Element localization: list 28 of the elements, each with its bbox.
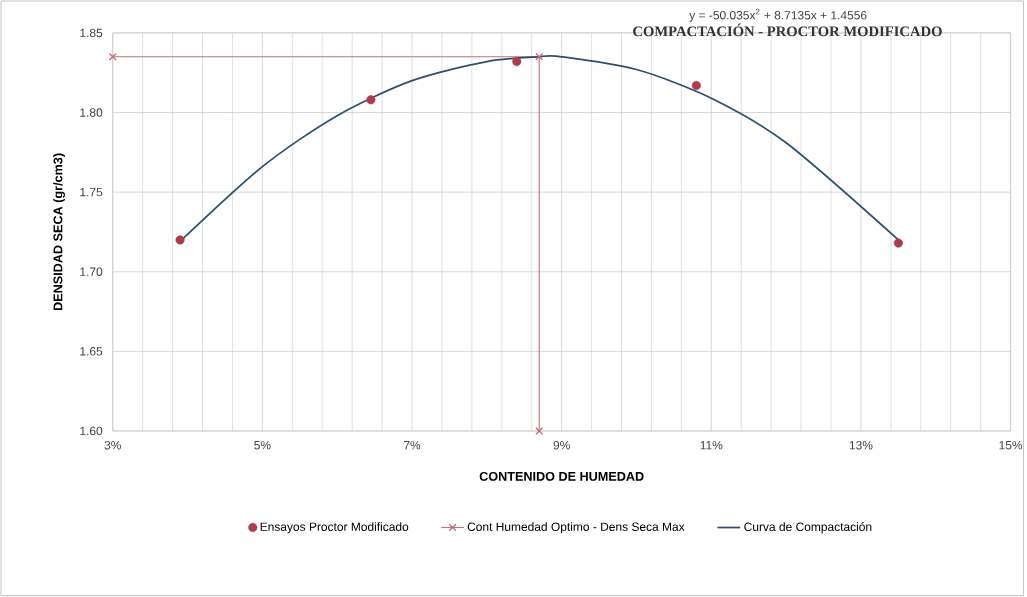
y-tick-label: 1.60 — [80, 426, 103, 436]
point — [691, 81, 701, 91]
point — [893, 238, 903, 248]
x-tick-label: 15% — [999, 441, 1023, 450]
y-tick-label: 1.65 — [80, 347, 103, 356]
x-tick-label: 13% — [849, 441, 873, 450]
point — [108, 53, 117, 61]
y-axis-title: DENSIDAD SECA (gr/cm3) — [53, 153, 65, 311]
legend-label: Cont Humedad Optimo - Dens Seca Max — [467, 522, 685, 534]
legend-label: Ensayos Proctor Modificado — [260, 522, 409, 534]
x-tick-label: 3% — [104, 441, 121, 450]
point — [535, 427, 544, 436]
y-tick-label: 1.85 — [80, 28, 103, 38]
x-tick-label: 7% — [403, 441, 421, 450]
point — [175, 235, 185, 245]
y-tick-label: 1.75 — [80, 188, 103, 197]
point — [535, 53, 544, 61]
y-tick-label: 1.70 — [80, 267, 103, 277]
legend-label: Curva de Compactación — [744, 522, 872, 534]
point — [512, 57, 522, 67]
x-tick-label: 11% — [700, 441, 723, 450]
x-tick-label: 9% — [553, 441, 570, 450]
y-tick-label: 1.80 — [80, 108, 103, 117]
x-tick-label: 5% — [254, 441, 271, 450]
x-axis-title: CONTENIDO DE HUMEDAD — [479, 472, 644, 482]
chart-title: COMPACTACIÓN - PROCTOR MODIFICADO — [633, 23, 942, 37]
point — [366, 95, 376, 105]
text: y = -50.035x$^{2}$ + 8.7135x + 1.4556 — [689, 8, 867, 23]
